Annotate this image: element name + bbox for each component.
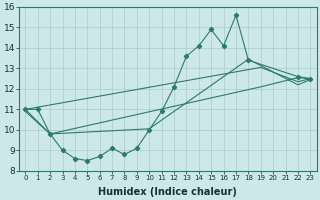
X-axis label: Humidex (Indice chaleur): Humidex (Indice chaleur) xyxy=(98,187,237,197)
